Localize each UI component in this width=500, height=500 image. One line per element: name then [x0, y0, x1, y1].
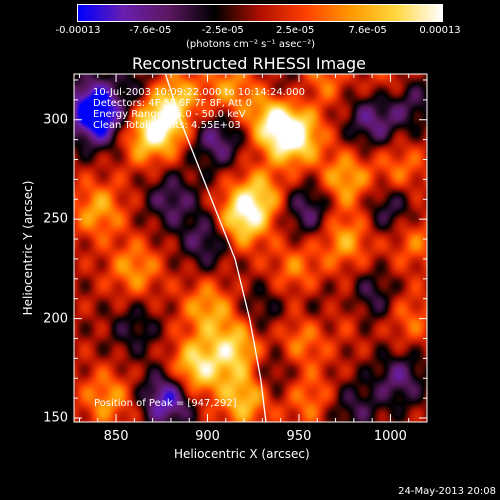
colorbar-tick-label: 2.5e-05 — [275, 25, 315, 36]
colorbar-tick-label: -7.6e-05 — [129, 25, 172, 36]
limb-curve — [164, 73, 267, 423]
y-tick-label: 200 — [43, 311, 68, 327]
colorbar — [77, 4, 443, 22]
y-tick-label: 150 — [43, 410, 68, 426]
chart-title: Reconstructed RHESSI Image — [132, 54, 366, 73]
annotation-block: 10-Jul-2003 10:09:22.000 to 10:14:24.000… — [93, 87, 305, 131]
colorbar-tick-label: -0.00013 — [55, 25, 101, 36]
y-tick-label: 300 — [43, 112, 68, 128]
y-tick-label: 250 — [43, 211, 68, 227]
colorbar-tick-label: 0.00013 — [419, 25, 461, 36]
x-tick-label: 900 — [195, 429, 220, 444]
colorbar-units-label: (photons cm⁻² s⁻¹ asec⁻²) — [186, 39, 316, 50]
colorbar-tick-label: -2.5e-05 — [201, 25, 244, 36]
plot-frame — [73, 73, 428, 423]
peak-position-label: Position of Peak = [947,292] — [94, 398, 237, 409]
x-tick-label: 1000 — [373, 429, 407, 444]
colorbar-tick-label: 7.6e-05 — [348, 25, 387, 36]
heatmap-image — [74, 74, 427, 422]
annotation-total-counts: Clean Total counts: 4.55E+03 — [93, 120, 241, 131]
x-tick-label: 850 — [103, 429, 129, 444]
annotation-detectors: Detectors: 4F 5F 6F 7F 8F, Att 0 — [93, 98, 253, 109]
x-axis-label: Heliocentric X (arcsec) — [174, 447, 310, 461]
annotation-time-range: 10-Jul-2003 10:09:22.000 to 10:14:24.000 — [93, 87, 305, 98]
footer-timestamp: 24-May-2013 20:08 — [398, 486, 496, 497]
annotation-energy-range: Energy Range: 25.0 - 50.0 keV — [93, 109, 246, 120]
x-tick-label: 950 — [286, 429, 312, 444]
y-axis-label: Heliocentric Y (arcsec) — [21, 180, 35, 316]
